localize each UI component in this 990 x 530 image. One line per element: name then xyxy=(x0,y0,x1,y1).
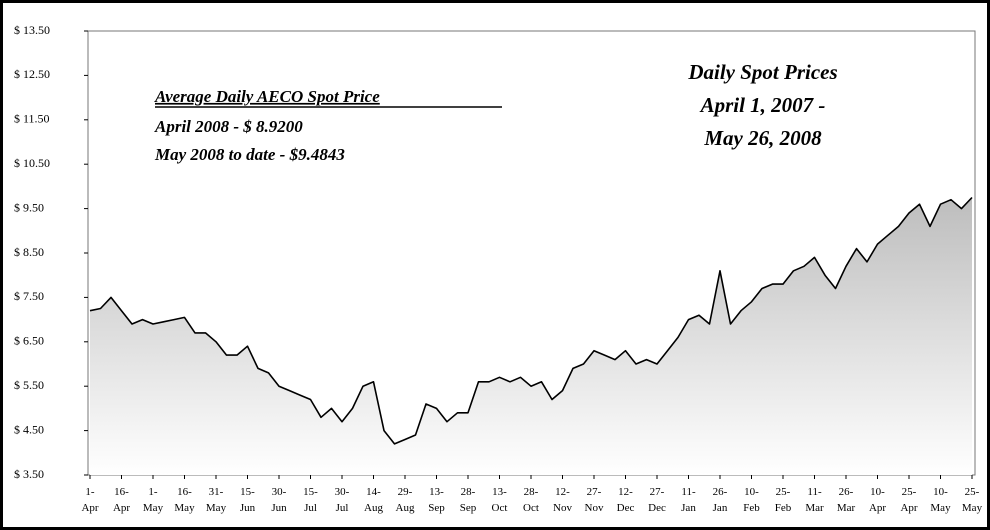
x-tick-label: 27-Dec xyxy=(648,486,666,514)
annotation-heading: Average Daily AECO Spot Price xyxy=(154,87,380,106)
x-tick-label: 11-Jan xyxy=(681,486,696,514)
x-tick-label: 25-Apr xyxy=(900,486,917,514)
price-line xyxy=(89,196,973,445)
x-tick-label: 10-Feb xyxy=(743,486,760,514)
x-tick-label: 15-Jul xyxy=(303,486,318,514)
chart-subtitle: May 26, 2008 xyxy=(703,126,822,150)
y-tick-label: $ 4.50 xyxy=(14,422,44,436)
x-tick-label: 29-Aug xyxy=(396,486,415,514)
x-tick-label: 31-May xyxy=(206,486,227,514)
x-tick-label: 13-Oct xyxy=(492,486,508,514)
annotation-line: May 2008 to date - $9.4843 xyxy=(154,145,345,164)
x-tick-label: 1-Apr xyxy=(81,486,98,514)
x-tick-label: 26-Jan xyxy=(713,486,728,514)
chart-subtitle: April 1, 2007 - xyxy=(699,93,826,117)
x-tick-label: 25-May xyxy=(962,486,983,514)
x-tick-label: 25-Feb xyxy=(775,486,792,514)
y-tick-label: $ 13.50 xyxy=(14,23,50,37)
x-tick-label: 28-Sep xyxy=(460,486,477,514)
y-tick-label: $ 7.50 xyxy=(14,289,44,303)
x-tick-label: 10-May xyxy=(930,486,951,514)
x-tick-label: 27-Nov xyxy=(585,486,604,514)
x-tick-label: 14-Aug xyxy=(364,486,383,514)
x-tick-label: 16-Apr xyxy=(113,486,130,514)
x-tick-label: 11-Mar xyxy=(805,486,824,514)
x-tick-label: 26-Mar xyxy=(837,486,856,514)
x-tick-label: 12-Dec xyxy=(617,486,635,514)
y-tick-label: $ 12.50 xyxy=(14,67,50,81)
x-tick-label: 28-Oct xyxy=(523,486,539,514)
x-tick-label: 12-Nov xyxy=(553,486,572,514)
x-tick-label: 15-Jun xyxy=(240,486,256,514)
y-tick-label: $ 10.50 xyxy=(14,156,50,170)
x-tick-label: 30-Jul xyxy=(335,486,350,514)
y-tick-label: $ 5.50 xyxy=(14,378,44,392)
x-tick-label: 30-Jun xyxy=(271,486,287,514)
y-tick-label: $ 11.50 xyxy=(14,112,50,126)
chart-title: Daily Spot Prices xyxy=(687,60,837,84)
y-tick-label: $ 9.50 xyxy=(14,200,44,214)
x-tick-label: 13-Sep xyxy=(428,486,445,514)
x-tick-label: 10-Apr xyxy=(869,486,886,514)
annotation-line: April 2008 - $ 8.9200 xyxy=(154,117,303,136)
y-tick-label: $ 8.50 xyxy=(14,245,44,259)
y-tick-label: $ 6.50 xyxy=(14,334,44,348)
area-fill xyxy=(90,197,972,475)
x-tick-label: 1-May xyxy=(143,486,164,514)
y-tick-label: $ 3.50 xyxy=(14,467,44,481)
x-tick-label: 16-May xyxy=(174,486,195,514)
